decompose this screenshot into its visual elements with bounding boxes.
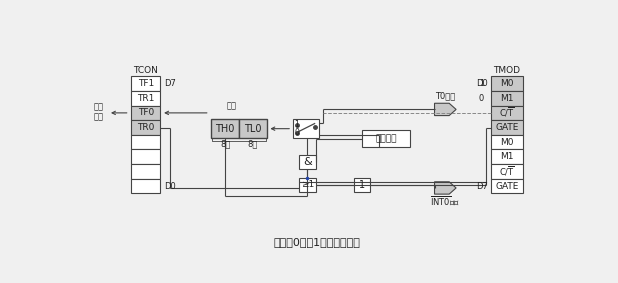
Text: 申请
中断: 申请 中断	[94, 102, 104, 122]
Text: TMOD: TMOD	[493, 67, 520, 76]
Text: GATE: GATE	[495, 181, 519, 190]
Bar	[491, 135, 523, 149]
Text: D7: D7	[476, 181, 488, 190]
Bar	[491, 164, 523, 179]
Text: M1: M1	[500, 152, 514, 161]
Polygon shape	[434, 182, 456, 194]
Bar	[239, 119, 267, 138]
Text: ≥1: ≥1	[301, 180, 314, 189]
Bar	[491, 76, 523, 91]
Text: D0: D0	[476, 79, 488, 88]
Text: M1: M1	[500, 94, 514, 103]
Bar	[131, 76, 161, 91]
Text: 8位: 8位	[248, 140, 258, 149]
Text: 0: 0	[479, 94, 484, 103]
Bar	[491, 91, 523, 106]
Bar	[131, 149, 161, 164]
Text: M0: M0	[500, 79, 514, 88]
Text: TF1: TF1	[138, 79, 154, 88]
Bar	[491, 179, 523, 193]
Text: TR0: TR0	[137, 123, 154, 132]
Text: D7: D7	[164, 79, 176, 88]
Bar	[131, 135, 161, 149]
Text: C/$\overline{\mathrm{T}}$: C/$\overline{\mathrm{T}}$	[499, 165, 515, 178]
Bar	[131, 164, 161, 179]
Text: $\overline{\mathrm{INT0}}$引脚: $\overline{\mathrm{INT0}}$引脚	[431, 194, 460, 207]
Text: 机器周期: 机器周期	[375, 134, 397, 143]
Text: GATE: GATE	[495, 123, 519, 132]
Bar	[131, 91, 161, 106]
Text: 溢出: 溢出	[226, 101, 236, 110]
Text: TR1: TR1	[137, 94, 154, 103]
Text: TL0: TL0	[244, 124, 261, 134]
Text: 1: 1	[294, 120, 299, 129]
Bar	[299, 155, 316, 169]
Bar	[355, 178, 370, 192]
Bar	[131, 120, 161, 135]
Bar	[491, 120, 523, 135]
Bar	[491, 106, 523, 120]
Bar	[131, 179, 161, 193]
Text: 0: 0	[294, 128, 299, 137]
Text: 1: 1	[479, 79, 484, 88]
Text: 定时器0方式1逻辑结构框图: 定时器0方式1逻辑结构框图	[273, 237, 360, 247]
Bar	[293, 119, 319, 138]
Bar	[131, 106, 161, 120]
Bar	[362, 130, 410, 147]
Text: 8位: 8位	[220, 140, 231, 149]
Polygon shape	[434, 103, 456, 115]
Bar	[299, 178, 316, 192]
Text: D0: D0	[164, 181, 176, 190]
Text: TCON: TCON	[133, 67, 158, 76]
Text: C/$\overline{\mathrm{T}}$: C/$\overline{\mathrm{T}}$	[499, 106, 515, 119]
Text: &: &	[303, 157, 312, 167]
Text: T0引脚: T0引脚	[435, 92, 455, 101]
Bar	[491, 149, 523, 164]
Bar	[211, 119, 239, 138]
Text: 1: 1	[359, 180, 365, 190]
Text: M0: M0	[500, 138, 514, 147]
Text: TF0: TF0	[138, 108, 154, 117]
Text: TH0: TH0	[216, 124, 235, 134]
